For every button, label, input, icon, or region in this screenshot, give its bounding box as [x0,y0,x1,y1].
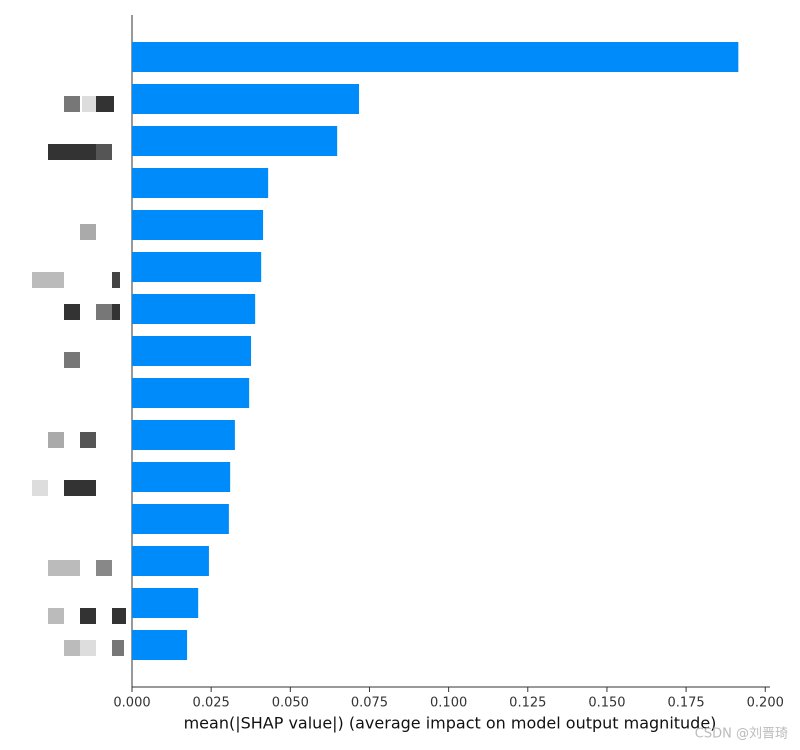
bar [132,378,250,408]
bar [132,168,269,198]
bar [132,42,739,72]
x-tick-label: 0.075 [351,696,388,711]
bar [132,630,188,660]
bar [132,420,235,450]
bar [132,504,229,534]
x-axis-label: mean(|SHAP value|) (average impact on mo… [184,714,717,733]
x-tick-label: 0.150 [588,696,625,711]
bar [132,588,199,618]
x-tick-label: 0.000 [113,696,150,711]
bar [132,210,264,240]
bar [132,126,338,156]
x-tick-label: 0.175 [667,696,704,711]
bar [132,336,252,366]
bar [132,546,209,576]
bar [132,252,262,282]
bar [132,294,256,324]
x-tick-label: 0.025 [193,696,230,711]
obscured-labels [32,96,126,656]
bar [132,462,231,492]
x-tick-label: 0.125 [509,696,546,711]
x-tick-label: 0.100 [430,696,467,711]
watermark: CSDN @刘晋琦 [695,727,788,742]
bar [132,84,360,114]
x-tick-label: 0.050 [272,696,309,711]
x-tick-label: 0.200 [747,696,784,711]
